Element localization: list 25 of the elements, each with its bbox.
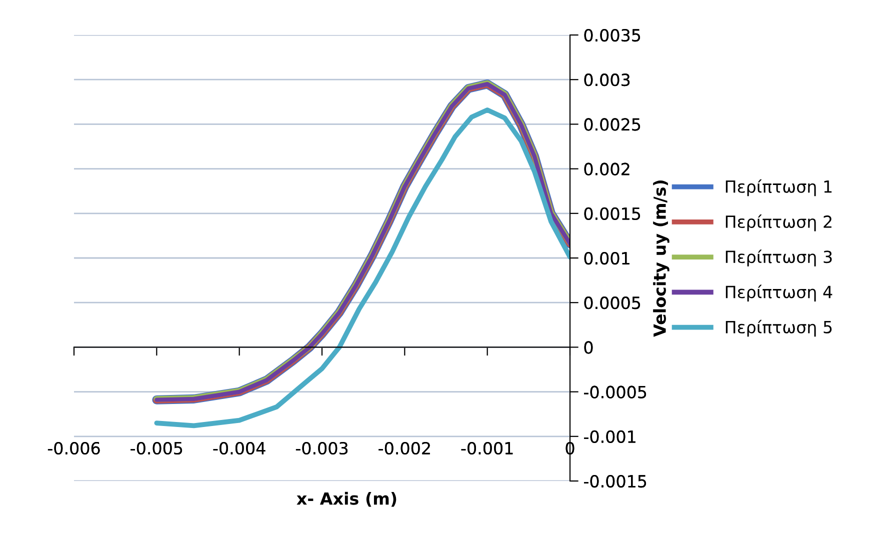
legend-label: Περίπτωση 2 xyxy=(726,214,832,232)
y-tick-label: 0.0025 xyxy=(584,118,640,131)
y-tick-label: 0.002 xyxy=(584,162,630,176)
y-axis-title: Velocity uy (m/s) xyxy=(653,180,670,337)
y-tick-label: 0 xyxy=(584,341,593,354)
x-tick-label: -0.002 xyxy=(378,442,430,455)
y-tick-label: 0.001 xyxy=(584,252,630,265)
legend-label: Περίπτωση 3 xyxy=(726,250,832,266)
y-tick-label: 0.0015 xyxy=(584,207,640,220)
y-tick-label: -0.001 xyxy=(584,430,636,443)
legend-label: Περίπτωση 4 xyxy=(726,284,832,302)
x-tick-label: -0.001 xyxy=(461,442,513,455)
y-tick-label: -0.0005 xyxy=(584,386,646,398)
x-tick-label: -0.004 xyxy=(213,442,266,455)
x-tick-label: -0.006 xyxy=(48,442,100,455)
legend-label: Περίπτωση 1 xyxy=(726,179,832,196)
y-tick-label: 0.003 xyxy=(584,74,630,86)
legend-label: Περίπτωση 5 xyxy=(726,320,832,337)
y-tick-label: -0.0015 xyxy=(584,474,646,488)
line-series xyxy=(154,108,570,428)
x-axis-title: x- Axis (m) xyxy=(296,492,396,507)
x-tick-label: -0.005 xyxy=(130,442,182,455)
y-tick-label: 0.0035 xyxy=(584,28,640,42)
x-tick-label: -0.003 xyxy=(296,442,348,455)
y-tick-label: 0.0005 xyxy=(584,296,640,310)
